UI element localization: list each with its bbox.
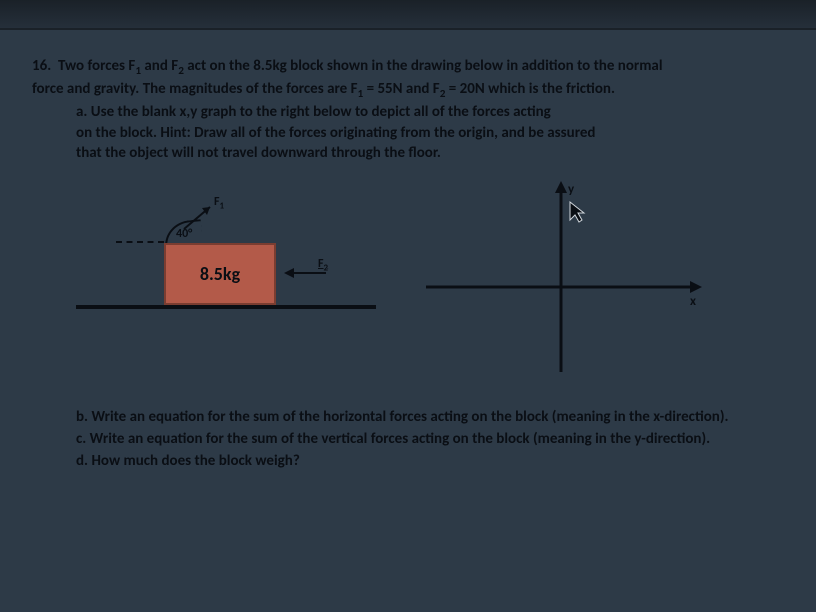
page: 16. Two forces F1 and F2 act on the 8.5k…	[0, 0, 816, 612]
f1-label: F1	[214, 195, 224, 211]
part-b: b. Write an equation for the sum of the …	[76, 407, 784, 429]
intro-1a: Two forces F	[58, 57, 135, 75]
intro-2c: = 20N which is the friction.	[445, 80, 615, 98]
axis-y-label: y	[568, 182, 575, 197]
monitor-edge	[0, 0, 816, 30]
part-a-l3: that the object will not travel downward…	[76, 143, 784, 163]
intro-2b: = 55N and F	[363, 80, 440, 98]
horizontal-dash	[116, 241, 164, 243]
part-d: d. How much does the block weigh?	[76, 451, 784, 473]
lower-parts: b. Write an equation for the sum of the …	[32, 407, 784, 472]
part-c: c. Write an equation for the sum of the …	[76, 429, 784, 451]
mass-label: 8.5kg	[200, 263, 240, 285]
intro-1c: act on the 8.5kg block shown in the draw…	[184, 57, 663, 75]
xy-axes: x y	[406, 177, 706, 377]
block-diagram: 40° F1 8.5kg F2	[76, 177, 376, 337]
figure-row: 40° F1 8.5kg F2	[76, 177, 784, 377]
part-a-l1: a. Use the blank x,y graph to the right …	[76, 102, 784, 122]
f2-label: F2	[318, 257, 328, 273]
intro-1b: and F	[141, 57, 178, 75]
axis-x-label: x	[690, 294, 696, 309]
floor-line	[76, 305, 376, 309]
intro-2a: force and gravity. The magnitudes of the…	[32, 80, 357, 98]
block: 8.5kg	[164, 243, 276, 305]
problem-stem: 16. Two forces F1 and F2 act on the 8.5k…	[32, 56, 784, 163]
part-a-l2: on the block. Hint: Draw all of the forc…	[76, 123, 784, 143]
problem-number: 16.	[32, 57, 51, 75]
